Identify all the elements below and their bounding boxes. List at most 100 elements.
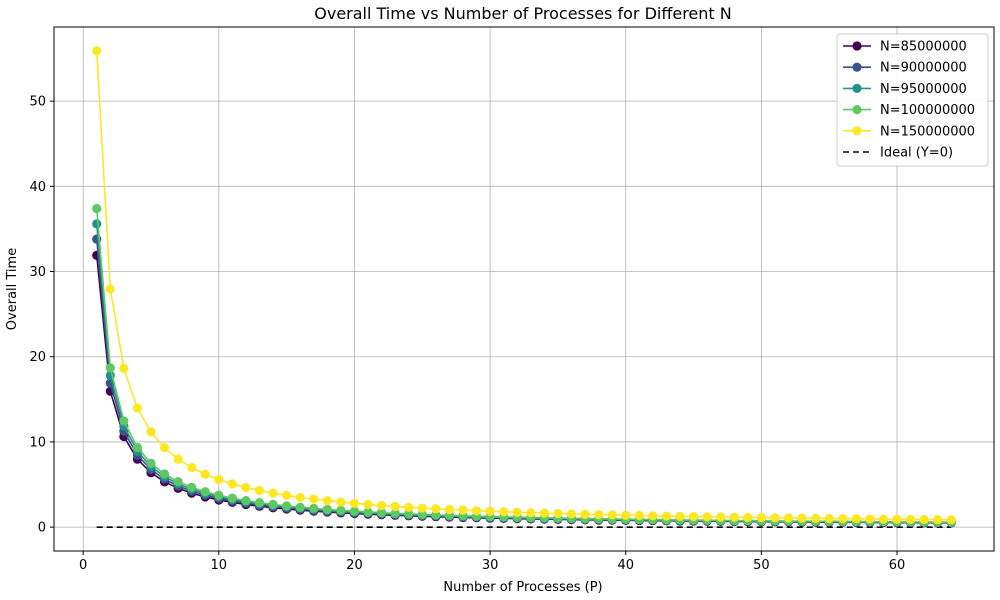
data-point [159, 443, 170, 453]
data-point [634, 510, 644, 521]
x-tick-label: 0 [79, 558, 87, 573]
data-point [309, 494, 319, 504]
data-point [187, 482, 197, 492]
data-point [268, 488, 278, 498]
data-point [390, 508, 400, 518]
legend-swatch-marker [852, 83, 862, 93]
data-point [933, 514, 943, 525]
data-point [783, 513, 794, 523]
data-point [919, 514, 929, 525]
data-point [92, 219, 102, 229]
data-point [336, 497, 346, 507]
x-tick-label: 60 [889, 558, 906, 573]
data-point [621, 510, 631, 520]
data-point [417, 509, 427, 519]
y-tick-label: 0 [38, 521, 46, 536]
data-point [485, 506, 495, 516]
legend-item: N=85000000 [843, 40, 967, 55]
legend-label: N=150000000 [880, 124, 975, 139]
data-point [838, 514, 848, 524]
y-axis-ticks: 0 10 20 30 40 50 [29, 95, 54, 536]
data-point [743, 512, 753, 523]
axes-frame [53, 26, 995, 552]
x-tick-label: 20 [346, 558, 363, 573]
data-point [499, 507, 509, 517]
data-point [946, 515, 956, 525]
legend-label: Ideal (Y=0) [880, 146, 953, 161]
data-point [675, 511, 685, 521]
legend-label: N=100000000 [880, 103, 975, 118]
x-axis-label: Number of Processes (P) [443, 580, 602, 595]
legend-item: N=100000000 [843, 103, 975, 118]
data-point [526, 508, 536, 518]
data-point [580, 509, 590, 519]
legend: N=85000000 N=90000000 N=95000000 N=10000000… [836, 33, 989, 167]
data-point [729, 512, 739, 522]
data-point [716, 512, 726, 522]
data-point [254, 485, 265, 496]
legend-swatch-marker [852, 62, 862, 72]
x-axis-ticks: 0 10 20 30 40 50 60 [79, 551, 905, 573]
data-point [173, 454, 183, 464]
legend-label: N=95000000 [880, 82, 967, 97]
data-point [756, 513, 766, 523]
data-point [200, 469, 210, 479]
data-point [363, 499, 373, 510]
data-point [282, 490, 292, 500]
data-point [146, 458, 156, 469]
data-point [227, 493, 237, 503]
legend-item: N=90000000 [843, 61, 967, 76]
data-point [132, 442, 143, 453]
data-point [241, 482, 251, 493]
data-point [200, 487, 210, 497]
data-point [892, 514, 902, 524]
data-point [458, 505, 468, 515]
data-point [295, 502, 305, 512]
legend-label: N=85000000 [880, 40, 967, 55]
legend-swatch-marker [852, 126, 862, 136]
data-point [322, 504, 332, 515]
data-point [390, 501, 400, 512]
data-point [539, 508, 549, 518]
data-point [295, 492, 305, 502]
data-point [512, 507, 522, 517]
x-tick-label: 40 [617, 558, 634, 573]
data-point [688, 511, 699, 522]
data-point [607, 510, 617, 520]
data-point [187, 463, 197, 473]
y-tick-label: 10 [29, 435, 46, 450]
data-point [105, 363, 115, 373]
data-point [797, 513, 807, 523]
y-tick-label: 30 [29, 265, 46, 280]
x-tick-label: 30 [482, 558, 499, 573]
series-line [95, 208, 952, 523]
legend-label: N=90000000 [880, 61, 967, 76]
data-point [349, 506, 360, 516]
legend-swatch-marker [852, 41, 862, 51]
data-point [173, 477, 183, 487]
data-point [363, 507, 373, 517]
data-point [146, 427, 156, 437]
data-point [431, 504, 441, 514]
y-tick-label: 40 [29, 180, 46, 195]
data-point [417, 503, 427, 513]
data-point [241, 495, 251, 506]
series-N=150000000 [92, 46, 956, 525]
data-point [159, 469, 170, 479]
data-point [376, 500, 387, 511]
data-point [254, 498, 265, 508]
x-tick-label: 10 [211, 558, 228, 573]
data-point [404, 502, 414, 512]
data-point [905, 514, 916, 524]
legend-box [836, 33, 989, 167]
chart-title: Overall Time vs Number of Processes for … [314, 4, 731, 23]
data-point [214, 474, 224, 485]
data-point [471, 506, 482, 516]
data-point [132, 403, 143, 413]
plot-area [92, 46, 956, 528]
data-point [444, 504, 454, 515]
data-point [119, 416, 129, 426]
y-axis-label: Overall Time [5, 248, 20, 330]
data-point [648, 511, 658, 521]
